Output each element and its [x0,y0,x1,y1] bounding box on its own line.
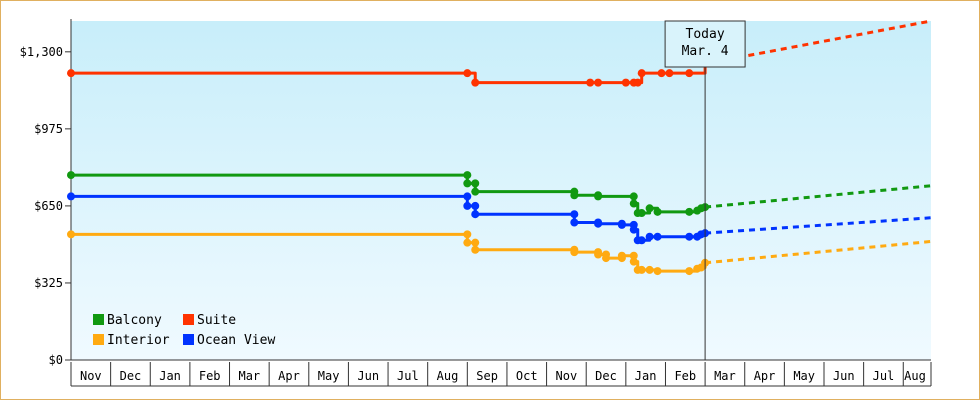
today-date: Mar. 4 [682,44,729,59]
x-tick-label: Jun [357,369,379,383]
data-point-balcony [471,179,480,188]
data-point-suite [633,78,642,87]
x-tick-label: Jan [159,369,181,383]
data-point-balcony [594,192,603,201]
data-point-ocean-view [471,201,480,210]
y-tick-label: $1,300 [20,45,63,59]
x-tick-label: Mar [238,369,260,383]
data-point-ocean-view [617,220,626,229]
data-point-suite [621,78,630,87]
x-tick-label: Aug [904,369,926,383]
data-point-interior [463,238,472,247]
data-point-ocean-view [685,232,694,241]
data-point-interior [471,245,480,254]
data-point-suite [657,69,666,78]
data-point-suite [463,69,472,78]
x-tick-label: Dec [120,369,142,383]
data-point-suite [665,69,674,78]
data-point-suite [685,69,694,78]
x-tick-label: Oct [516,369,538,383]
data-point-balcony [653,207,662,216]
data-point-ocean-view [463,192,472,201]
y-tick-label: $325 [34,276,63,290]
x-tick-label: Apr [278,369,300,383]
x-tick-label: Jun [833,369,855,383]
legend-swatch-suite [183,314,194,325]
data-point-interior [471,238,480,247]
y-tick-label: $975 [34,122,63,136]
data-point-interior [629,257,638,266]
x-tick-label: Mar [714,369,736,383]
data-point-balcony [570,191,579,200]
data-point-interior [570,248,579,257]
data-point-ocean-view [463,201,472,210]
data-point-interior [602,254,611,263]
forecast-line-interior [704,239,932,265]
data-point-suite [594,78,603,87]
data-point-ocean-view [594,219,603,228]
data-point-balcony [463,171,472,180]
x-tick-label: Nov [556,369,578,383]
x-tick-label: Feb [674,369,696,383]
x-tick-label: Nov [80,369,102,383]
data-point-balcony [67,171,75,180]
data-point-ocean-view [570,218,579,227]
data-point-interior [67,230,75,239]
data-point-interior [637,265,646,274]
data-point-ocean-view [653,232,662,241]
x-tick-label: May [318,369,340,383]
x-tick-label: Sep [476,369,498,383]
data-point-interior [653,267,662,276]
legend-label-suite: Suite [197,313,236,328]
x-tick-label: May [793,369,815,383]
data-point-balcony [471,187,480,196]
data-point-ocean-view [471,210,480,219]
data-point-balcony [637,209,646,218]
data-point-ocean-view [645,232,654,241]
data-point-ocean-view [570,210,579,219]
data-point-suite [586,78,595,87]
legend-swatch-balcony [93,314,104,325]
data-point-ocean-view [637,236,646,245]
today-label: Today [686,27,725,42]
data-point-balcony [645,204,654,213]
data-point-ocean-view [629,225,638,234]
legend-swatch-ocean-view [183,334,194,345]
today-box [664,20,746,68]
legend-label-ocean-view: Ocean View [197,333,275,348]
data-point-ocean-view [67,192,75,201]
legend-label-interior: Interior [107,333,170,348]
data-point-balcony [629,192,638,201]
x-tick-label: Aug [437,369,459,383]
data-point-interior [685,267,694,276]
data-point-interior [594,250,603,259]
x-tick-label: Dec [595,369,617,383]
data-point-suite [637,69,646,78]
data-point-suite [471,78,480,87]
x-tick-label: Jul [873,369,895,383]
legend-swatch-interior [93,334,104,345]
data-point-balcony [629,199,638,208]
data-point-interior [463,230,472,239]
data-point-balcony [463,179,472,188]
x-tick-label: Jan [635,369,657,383]
forecast-line-ocean-view [704,216,932,235]
x-tick-label: Apr [754,369,776,383]
data-point-interior [617,251,626,260]
data-point-suite [67,69,75,78]
data-point-balcony [685,207,694,216]
data-point-interior [629,251,638,260]
forecast-line-balcony [704,184,932,209]
y-tick-label: $650 [34,199,63,213]
legend-label-balcony: Balcony [107,313,162,328]
data-point-interior [645,265,654,274]
x-tick-label: Feb [199,369,221,383]
y-tick-label: $0 [49,353,63,367]
x-tick-label: Jul [397,369,419,383]
